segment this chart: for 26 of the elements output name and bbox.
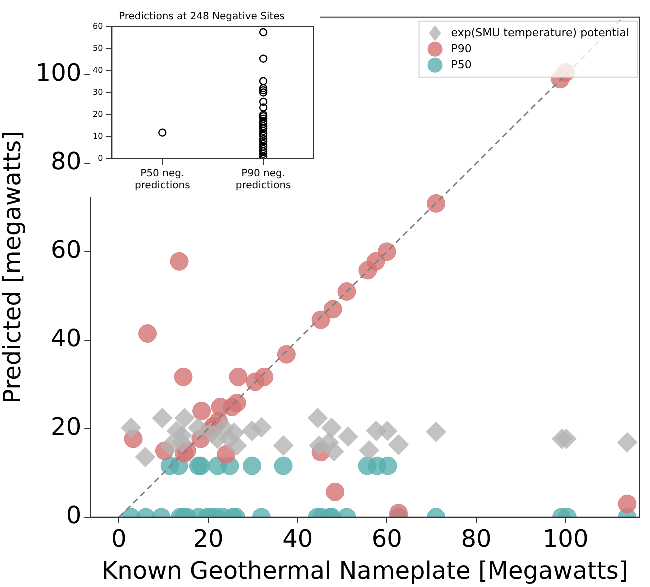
y-tick-label: 60 bbox=[51, 236, 82, 264]
y-tick-label: 10 bbox=[92, 132, 104, 142]
x-tick-label: 60 bbox=[372, 525, 402, 554]
x-tick-label: 100 bbox=[542, 525, 589, 554]
chart-title: Predictions at 248 Negative Sites bbox=[118, 12, 286, 23]
y-tick-label: 30 bbox=[92, 88, 104, 98]
x-tick-label: P50 neg. predictions bbox=[134, 168, 190, 192]
x-tick-label: 40 bbox=[282, 525, 314, 554]
y-tick-label: 20 bbox=[92, 110, 104, 120]
legend-label: exp(SMU temperature) potential bbox=[451, 26, 630, 40]
y-tick-label: 100 bbox=[36, 59, 82, 88]
y-tick-label: 40 bbox=[51, 324, 82, 353]
legend-label: P90 bbox=[451, 42, 472, 56]
y-tick-label: 20 bbox=[51, 413, 82, 442]
y-axis-title: Predicted [megawatts] bbox=[0, 131, 27, 404]
legend-label: P50 bbox=[451, 58, 472, 72]
x-tick-label: 80 bbox=[461, 525, 492, 554]
y-tick-label: 50 bbox=[92, 44, 104, 54]
x-tick-label: 0 bbox=[112, 525, 127, 554]
y-tick-label: 60 bbox=[92, 22, 104, 32]
y-tick-label: 40 bbox=[92, 66, 104, 76]
x-axis-title: Known Geothermal Nameplate [Megawatts] bbox=[102, 556, 628, 585]
y-tick-label: 0 bbox=[98, 154, 104, 164]
y-tick-label: 0 bbox=[66, 502, 82, 530]
x-tick-label: 20 bbox=[193, 525, 224, 554]
x-tick-label: P90 neg. predictions bbox=[236, 168, 292, 192]
